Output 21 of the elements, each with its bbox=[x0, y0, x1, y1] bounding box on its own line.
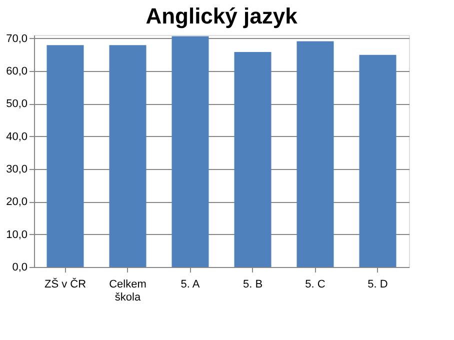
bar bbox=[109, 45, 146, 267]
y-tick-label: 0,0 bbox=[12, 262, 28, 274]
y-tick-label: 10,0 bbox=[6, 228, 28, 241]
bar bbox=[359, 54, 396, 267]
x-tick-label: 5. A bbox=[180, 278, 200, 290]
bar bbox=[46, 45, 84, 267]
x-tick-label: 5. D bbox=[368, 278, 388, 290]
bar bbox=[172, 36, 209, 267]
x-tick-label: ZŠ v ČR bbox=[44, 278, 86, 290]
x-tick-label: 5. B bbox=[242, 278, 263, 290]
y-tick-label: 70,0 bbox=[6, 32, 28, 45]
y-tick-label: 60,0 bbox=[6, 65, 28, 78]
y-tick-label: 30,0 bbox=[6, 163, 28, 176]
y-tick-label: 50,0 bbox=[6, 98, 28, 110]
chart-title: Anglický jazyk bbox=[146, 3, 298, 28]
x-tick-label: 5. C bbox=[305, 278, 326, 290]
y-tick-label: 20,0 bbox=[6, 196, 28, 208]
bar bbox=[234, 52, 272, 267]
bar bbox=[296, 41, 334, 267]
x-tick-label: Celkem škola bbox=[109, 278, 146, 304]
y-tick-label: 40,0 bbox=[6, 130, 28, 143]
